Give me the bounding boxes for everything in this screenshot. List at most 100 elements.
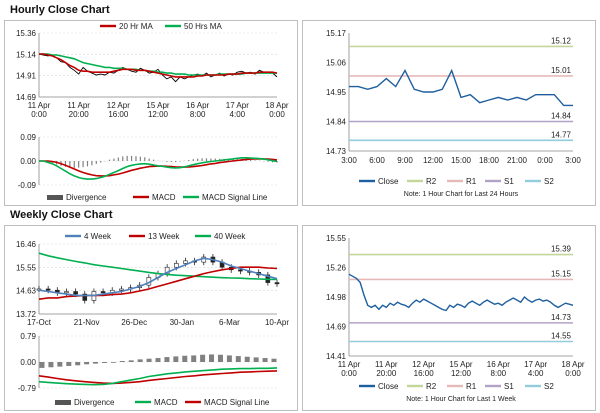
- hourly-price-x-tick-label: 11 Apr 0:00: [28, 101, 51, 119]
- weekly-divergence-bar: [84, 362, 90, 365]
- weekly-divergence-bar: [48, 362, 54, 368]
- hourly-24h-x-tick-label: 18:00: [479, 156, 500, 165]
- weekly-divergence-bar: [191, 355, 197, 362]
- weekly-1w-legend-r2-label: R2: [426, 382, 437, 391]
- legend-weekly-macd-label: MACD: [154, 398, 178, 407]
- weekly-1w-y-tick-label: 14.41: [326, 352, 347, 361]
- hourly-24h-close-line: [349, 68, 573, 107]
- weekly-divergence-bar: [110, 362, 116, 363]
- weekly-candle-body: [119, 288, 124, 291]
- weekly-divergence-bar: [155, 358, 161, 362]
- weekly-price-y-tick-label: 16.46: [16, 240, 37, 249]
- weekly-divergence-bar: [164, 357, 170, 362]
- weekly-price-y-tick-label: 14.63: [16, 287, 37, 296]
- hourly-24h-r1-level-label: 15.01: [551, 66, 572, 75]
- hourly-24h-legend-r1-label: R1: [466, 177, 477, 186]
- hourly-left-panel: 15.36 15.14 14.91 14.69 11 Apr 0:00 11 Apr 20:0…: [4, 20, 298, 206]
- hourly-24h-note: Note: 1 Hour Chart for Last 24 Hours: [404, 191, 519, 198]
- weekly-price-x-tick-label: 17-Oct: [27, 318, 52, 327]
- weekly-price-x-tick-label: 6-Mar: [219, 318, 240, 327]
- weekly-divergence-bar: [101, 362, 107, 363]
- weekly-1w-x-tick-label: 12 Apr 16:00: [412, 360, 435, 378]
- weekly-macd-y-tick-label: -0.79: [18, 384, 37, 393]
- weekly-1w-legend-s1-label: S1: [504, 382, 514, 391]
- hourly-price-x-tick-label: 15 Apr 12:00: [146, 101, 169, 119]
- weekly-macd-y-tick-label: 0.00: [20, 358, 36, 367]
- hourly-24h-x-tick-label: 9:00: [397, 156, 413, 165]
- hourly-price-y-tick-label: 14.91: [16, 72, 37, 81]
- legend-hourly-divergence-label: Divergence: [66, 193, 107, 202]
- hourly-price-x-tick-label: 17 Apr 4:00: [226, 101, 249, 119]
- weekly-price-x-tick-label: 21-Nov: [74, 318, 100, 327]
- weekly-macd-chart: 0.79 0.00 -0.79 Divergence MACD MACD Signal L…: [18, 332, 278, 407]
- weekly-candle-body: [73, 291, 78, 295]
- weekly-1w-x-tick-label: 15 Apr 12:00: [449, 360, 472, 378]
- weekly-1w-x-tick-label: 18 Apr 0:00: [561, 360, 584, 378]
- legend-weekly-divergence-label: Divergence: [74, 398, 115, 407]
- hourly-price-x-tick-label: 16 Apr 8:00: [186, 101, 209, 119]
- hourly-24h-legend-r2-label: R2: [426, 177, 437, 186]
- hourly-24h-x-tick-label: 6:00: [369, 156, 385, 165]
- hourly-price-y-tick-label: 15.36: [16, 29, 37, 38]
- weekly-1w-r1-level-label: 15.15: [551, 269, 572, 278]
- hourly-24h-y-tick-label: 14.73: [326, 147, 347, 156]
- weekly-divergence-bar: [244, 356, 250, 362]
- hourly-price-y-tick-label: 15.14: [16, 50, 37, 59]
- legend-weekly-divergence-swatch: [55, 400, 71, 405]
- weekly-1w-r2-level-label: 15.39: [551, 245, 572, 254]
- hourly-macd-chart: 0.09 0.00 -0.09 Divergence MACD MACD Signal L…: [18, 133, 278, 202]
- weekly-divergence-bar: [119, 361, 125, 362]
- weekly-1w-x-tick-label: 17 Apr 4:00: [524, 360, 547, 378]
- weekly-divergence-bar: [66, 362, 72, 366]
- legend-50hrs-ma-label: 50 Hrs MA: [184, 22, 222, 31]
- weekly-1w-y-tick-label: 14.98: [326, 293, 347, 302]
- weekly-divergence-bar: [146, 358, 152, 362]
- hourly-24h-y-tick-label: 14.95: [326, 88, 347, 97]
- weekly-divergence-bar: [57, 362, 63, 367]
- weekly-price-y-tick-label: 15.55: [16, 263, 37, 272]
- weekly-candle-body: [183, 260, 188, 264]
- hourly-24h-s2-level-label: 14.77: [551, 130, 572, 139]
- hourly-price-y-tick-label: 14.69: [16, 93, 37, 102]
- weekly-divergence-bar: [226, 355, 232, 362]
- weekly-1w-y-tick-label: 14.69: [326, 323, 347, 332]
- hourly-24h-x-tick-label: 12:00: [423, 156, 444, 165]
- hourly-chart-title: Hourly Close Chart: [10, 4, 110, 16]
- weekly-chart-title: Weekly Close Chart: [10, 209, 113, 221]
- weekly-divergence-bar: [209, 354, 215, 362]
- weekly-1w-legend-close-label: Close: [378, 382, 399, 391]
- weekly-divergence-bar: [128, 360, 134, 362]
- hourly-price-x-tick-label: 18 Apr 0:00: [265, 101, 288, 119]
- hourly-24h-x-tick-label: 3:00: [565, 156, 581, 165]
- weekly-divergence-bar: [75, 362, 81, 366]
- weekly-divergence-bar: [271, 358, 277, 362]
- weekly-1w-x-tick-label: 11 Apr 0:00: [338, 360, 361, 378]
- weekly-right-panel: 15.55 15.26 14.98 14.69 14.41 15.39 15.15 14.73…: [302, 225, 596, 411]
- weekly-1w-s2-level-label: 14.55: [551, 332, 572, 341]
- weekly-40-week-line: [38, 252, 278, 281]
- legend-13-week-label: 13 Week: [148, 232, 180, 241]
- weekly-divergence-bar: [182, 355, 188, 362]
- weekly-divergence-bar: [262, 358, 268, 362]
- hourly-24h-x-tick-label: 15:00: [451, 156, 472, 165]
- hourly-24h-x-tick-label: 0:00: [537, 156, 553, 165]
- weekly-divergence-bar: [39, 362, 45, 368]
- weekly-divergence-bar: [200, 354, 206, 362]
- legend-20hr-ma-label: 20 Hr MA: [119, 22, 153, 31]
- hourly-price-x-tick-label: 12 Apr 16:00: [107, 101, 130, 119]
- hourly-24h-y-tick-label: 15.17: [326, 29, 347, 38]
- weekly-1w-y-tick-label: 15.55: [326, 234, 347, 243]
- hourly-24h-y-tick-label: 14.84: [326, 118, 347, 127]
- weekly-price-x-tick-label: 30-Jan: [170, 318, 194, 327]
- hourly-24h-s1-level-label: 14.84: [551, 112, 572, 121]
- hourly-24h-r2-level-label: 15.12: [551, 36, 572, 45]
- weekly-divergence-bar: [173, 356, 179, 362]
- weekly-divergence-bar: [217, 354, 223, 362]
- weekly-macd-y-tick-label: 0.79: [20, 332, 36, 341]
- weekly-macd-signal-line: [38, 370, 278, 385]
- legend-hourly-macd-label: MACD: [152, 193, 176, 202]
- hourly-24h-x-tick-label: 3:00: [341, 156, 357, 165]
- weekly-candle-body: [238, 269, 243, 272]
